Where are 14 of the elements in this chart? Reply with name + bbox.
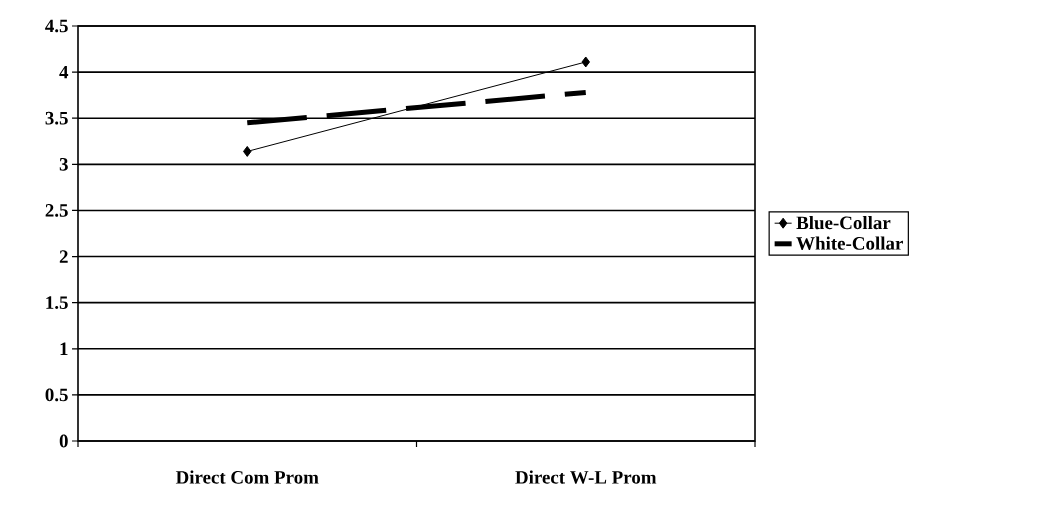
x-tick-label: Direct W-L Prom <box>515 470 657 484</box>
legend-label: White-Collar <box>796 236 903 250</box>
y-tick-label: 0.5 <box>45 388 68 402</box>
y-tick-label: 4 <box>59 65 69 79</box>
legend-label: Blue-Collar <box>796 215 891 230</box>
y-tick-label: 3 <box>59 157 68 171</box>
y-tick-label: 1.5 <box>46 296 68 310</box>
y-tick-label: 2.5 <box>45 204 68 217</box>
y-tick-label: 3.5 <box>45 111 68 125</box>
y-tick-label: 4.5 <box>45 19 68 33</box>
y-tick-label: 0 <box>59 434 68 448</box>
x-tick-label: Direct Com Prom <box>175 470 319 484</box>
y-tick-label: 1 <box>60 342 68 356</box>
y-tick-label: 2 <box>59 250 68 263</box>
